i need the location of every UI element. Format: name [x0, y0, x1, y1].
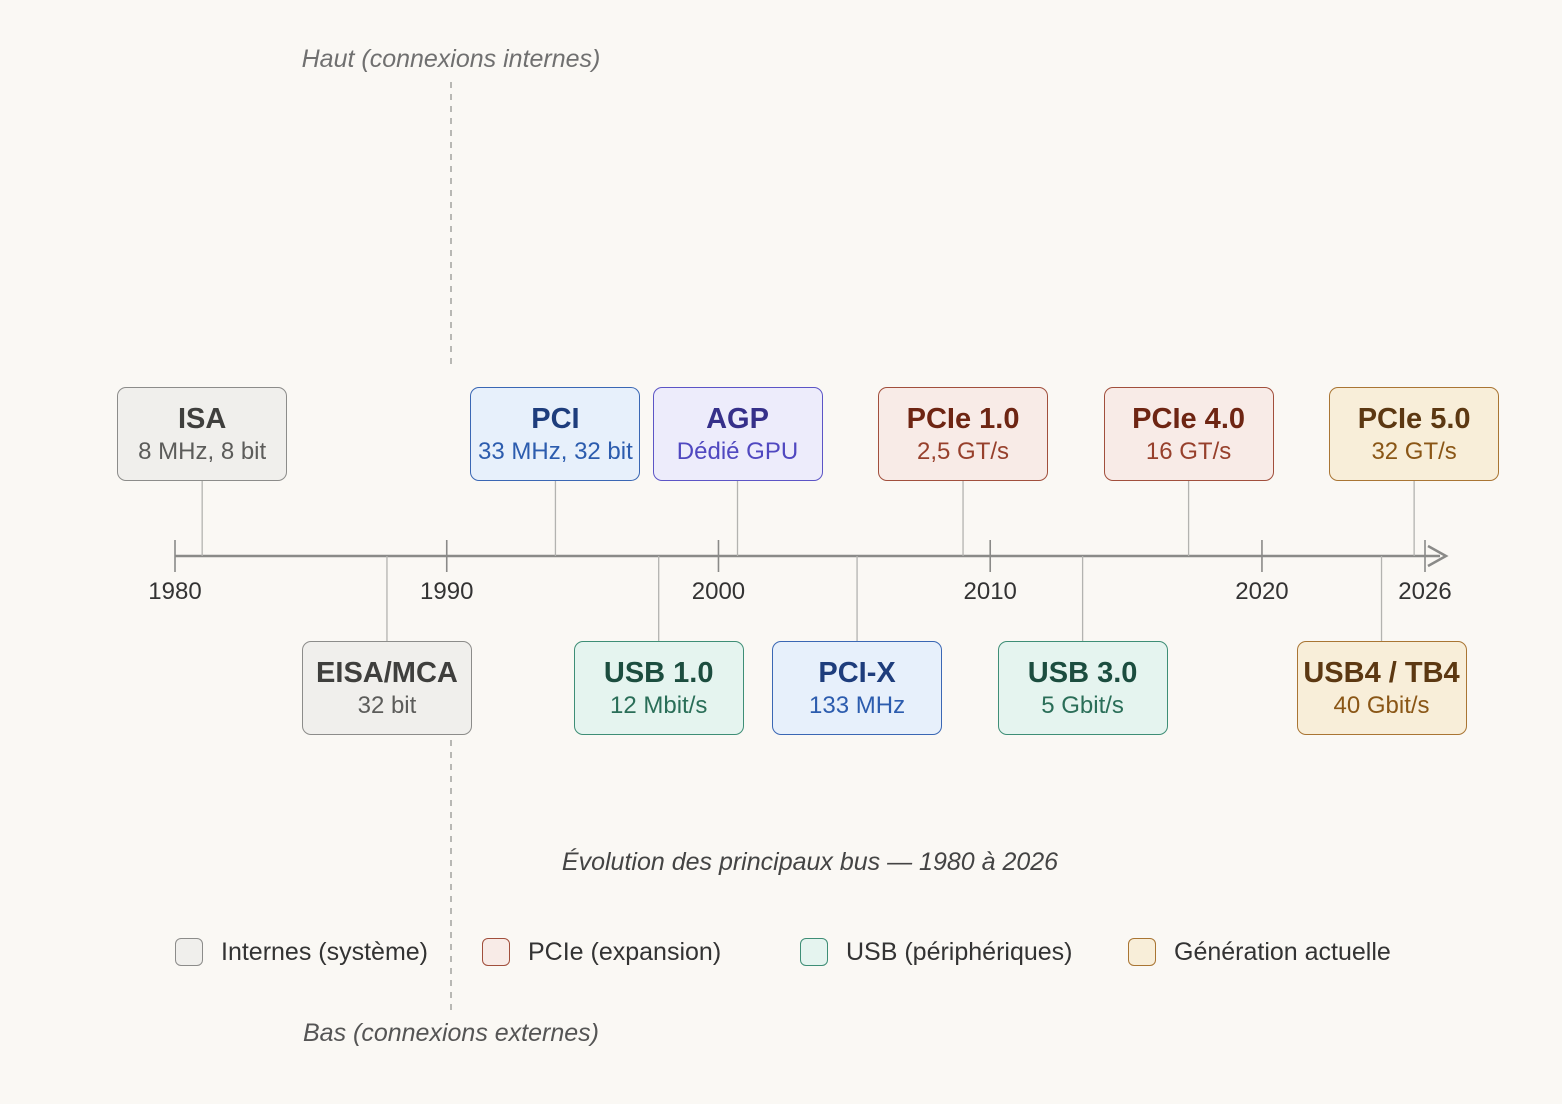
legend-swatch	[175, 938, 203, 966]
bus-detail: Dédié GPU	[676, 438, 799, 465]
bus-name: USB4 / TB4	[1303, 657, 1460, 689]
bus-name: ISA	[178, 403, 227, 435]
bus-detail: 8 MHz, 8 bit	[138, 438, 267, 465]
bus-detail: 16 GT/s	[1145, 438, 1232, 465]
bus-box-pcie-4-0: PCIe 4.0 16 GT/s	[1103, 387, 1274, 481]
bus-box-pci: PCI 33 MHz, 32 bit	[470, 387, 641, 481]
bus-box-usb4-tb4: USB4 / TB4 40 Gbit/s	[1296, 641, 1467, 735]
bus-name: PCI-X	[818, 657, 896, 689]
legend-label: Internes (système)	[221, 937, 429, 966]
year-tick-label: 2026	[1398, 578, 1452, 605]
bus-detail: 40 Gbit/s	[1333, 692, 1430, 719]
bus-box-eisa-mca: EISA/MCA 32 bit	[301, 641, 472, 735]
legend-label: USB (périphériques)	[846, 937, 1073, 966]
bus-name: PCIe 5.0	[1357, 403, 1471, 435]
bus-box-pcie-1-0: PCIe 1.0 2,5 GT/s	[878, 387, 1049, 481]
legend-item: Internes (système)	[175, 934, 428, 970]
bus-name: PCIe 1.0	[906, 403, 1020, 435]
bus-detail: 33 MHz, 32 bit	[478, 438, 633, 465]
top-region-label: Haut (connexions internes)	[301, 45, 601, 73]
bus-name: PCI	[531, 403, 580, 435]
bus-name: USB 3.0	[1027, 657, 1138, 689]
bottom-region-label: Bas (connexions externes)	[303, 1019, 599, 1047]
bus-box-pci-x: PCI-X 133 MHz	[772, 641, 943, 735]
bus-detail: 133 MHz	[809, 692, 906, 719]
legend-swatch	[800, 938, 828, 966]
bus-name: AGP	[706, 403, 769, 435]
bus-box-usb-3-0: USB 3.0 5 Gbit/s	[997, 641, 1168, 735]
bus-name: USB 1.0	[603, 657, 714, 689]
legend-label: Génération actuelle	[1174, 937, 1391, 966]
year-tick-label: 2010	[963, 578, 1017, 605]
legend-swatch	[1128, 938, 1156, 966]
bus-box-agp: AGP Dédié GPU	[652, 387, 823, 481]
bus-detail: 32 bit	[357, 692, 417, 719]
legend-item: PCIe (expansion)	[482, 934, 721, 970]
timeline-arrow-icon	[1427, 544, 1449, 568]
bus-box-pcie-5-0: PCIe 5.0 32 GT/s	[1329, 387, 1500, 481]
year-tick-label: 2000	[691, 578, 746, 605]
bus-detail: 5 Gbit/s	[1041, 692, 1124, 719]
bus-detail: 12 Mbit/s	[610, 692, 708, 719]
legend-label: PCIe (expansion)	[528, 937, 722, 966]
legend-item: USB (périphériques)	[800, 934, 1073, 970]
bus-name: EISA/MCA	[316, 657, 458, 689]
bus-detail: 2,5 GT/s	[917, 438, 1010, 465]
legend-swatch	[482, 938, 510, 966]
bus-box-usb-1-0: USB 1.0 12 Mbit/s	[573, 641, 744, 735]
diagram-caption: Évolution des principaux bus — 1980 à 20…	[561, 848, 1059, 876]
year-tick-label: 1980	[148, 578, 202, 605]
bus-detail: 32 GT/s	[1371, 438, 1457, 465]
year-tick-label: 2020	[1235, 578, 1289, 605]
year-tick-label: 1990	[420, 578, 474, 605]
bus-box-isa: ISA 8 MHz, 8 bit	[117, 387, 288, 481]
bus-name: PCIe 4.0	[1132, 403, 1245, 435]
legend-item: Génération actuelle	[1128, 934, 1391, 970]
